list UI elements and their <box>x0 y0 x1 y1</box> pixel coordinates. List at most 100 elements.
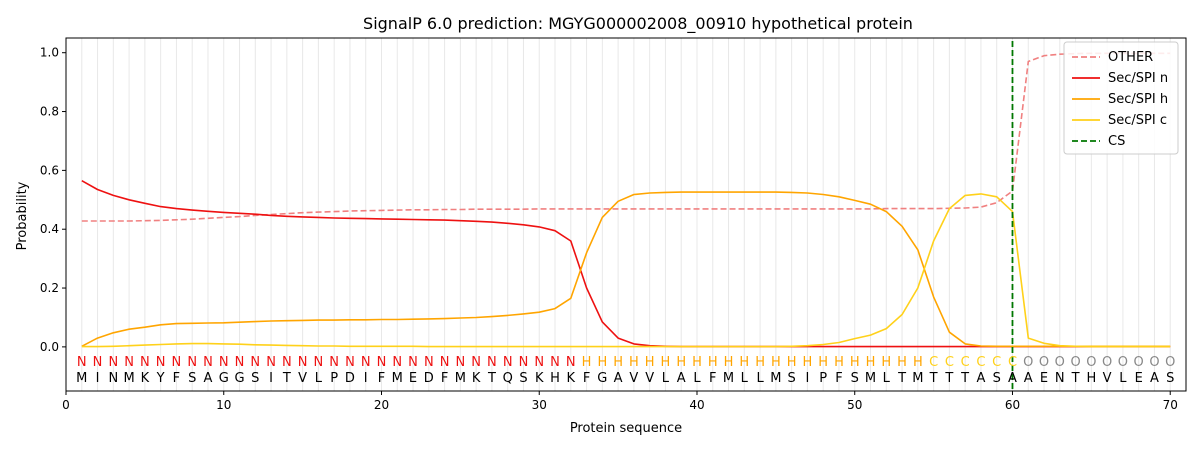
region-label: C <box>992 355 1001 370</box>
x-tick-label: 60 <box>1005 398 1020 412</box>
residue-label: F <box>173 371 180 386</box>
residue-label: T <box>487 371 496 386</box>
residue-label: T <box>897 371 906 386</box>
x-tick-label: 20 <box>374 398 389 412</box>
region-label: H <box>645 355 655 370</box>
residue-label: T <box>929 371 938 386</box>
residue-label: L <box>315 371 323 386</box>
region-label: N <box>329 355 339 370</box>
region-label: N <box>345 355 355 370</box>
region-label: H <box>850 355 860 370</box>
residue-label: M <box>455 371 466 386</box>
residue-label: I <box>96 371 100 386</box>
residue-label: H <box>1086 371 1096 386</box>
residue-label: K <box>535 371 544 386</box>
plot-frame <box>65 37 1187 392</box>
region-label: O <box>1118 355 1128 370</box>
residue-label: S <box>1166 371 1174 386</box>
residue-label: G <box>597 371 607 386</box>
residue-label: S <box>519 371 527 386</box>
residue-label: V <box>629 371 638 386</box>
region-label: H <box>834 355 844 370</box>
series-line-sec-spi-c <box>81 193 1171 348</box>
region-label: H <box>913 355 923 370</box>
residue-label: N <box>1055 371 1065 386</box>
residue-label: F <box>709 371 716 386</box>
region-label: N <box>156 355 166 370</box>
legend-label: OTHER <box>1108 50 1153 65</box>
region-label: N <box>519 355 529 370</box>
residue-label: M <box>770 371 781 386</box>
residue-label: F <box>378 371 385 386</box>
region-label: H <box>629 355 639 370</box>
residue-label: A <box>1024 371 1033 386</box>
legend: OTHER Sec/SPI n Sec/SPI h Sec/SPI c CS <box>1063 41 1179 155</box>
region-label: N <box>282 355 292 370</box>
region-label: C <box>961 355 970 370</box>
region-label: N <box>377 355 387 370</box>
axis-layer: 0 10 20 30 40 50 60 70 0.0 0.2 0.4 0.6 0.8 1.0 <box>40 46 1178 412</box>
residue-label: A <box>204 371 213 386</box>
residue-label: P <box>330 371 338 386</box>
residue-label: E <box>1135 371 1143 386</box>
chart-title: SignalP 6.0 prediction: MGYG000002008_00… <box>363 14 913 34</box>
legend-box <box>1063 41 1179 155</box>
residue-label: K <box>141 371 150 386</box>
sequence-layer: NMNINNNMNKNYNFNSNANGNGNSNINTNVNLNPNDNINF… <box>76 355 1175 386</box>
series-line-sec-spi-h <box>81 191 1171 348</box>
residue-label: L <box>756 371 764 386</box>
residue-label: M <box>76 371 87 386</box>
region-label: N <box>140 355 150 370</box>
residue-label: Y <box>156 371 165 386</box>
region-label: N <box>93 355 103 370</box>
y-tick-label: 0.2 <box>40 281 59 295</box>
region-label: N <box>314 355 324 370</box>
residue-label: P <box>819 371 827 386</box>
region-label: N <box>408 355 418 370</box>
region-label: O <box>1023 355 1033 370</box>
region-label: H <box>818 355 828 370</box>
region-label: N <box>440 355 450 370</box>
region-label: H <box>708 355 718 370</box>
y-tick-label: 0.4 <box>40 222 59 236</box>
residue-label: K <box>472 371 481 386</box>
residue-label: I <box>364 371 368 386</box>
legend-label: Sec/SPI c <box>1108 113 1167 128</box>
region-label: N <box>108 355 118 370</box>
residue-label: I <box>805 371 809 386</box>
residue-label: M <box>123 371 134 386</box>
region-label: N <box>219 355 229 370</box>
region-label: N <box>487 355 497 370</box>
residue-label: S <box>788 371 796 386</box>
residue-label: A <box>614 371 623 386</box>
residue-label: S <box>993 371 1001 386</box>
residue-label: G <box>219 371 229 386</box>
legend-label: Sec/SPI h <box>1108 92 1168 107</box>
residue-label: Q <box>503 371 513 386</box>
region-label: N <box>250 355 260 370</box>
residue-label: N <box>108 371 118 386</box>
y-axis-label: Probability <box>15 181 30 250</box>
region-label: C <box>976 355 985 370</box>
region-label: H <box>866 355 876 370</box>
region-label: O <box>1086 355 1096 370</box>
x-tick-label: 0 <box>62 398 70 412</box>
grid-layer <box>81 38 1171 391</box>
residue-label: V <box>645 371 654 386</box>
residue-label: V <box>298 371 307 386</box>
y-tick-label: 1.0 <box>40 46 59 60</box>
x-tick-label: 50 <box>847 398 862 412</box>
residue-label: L <box>883 371 891 386</box>
region-label: O <box>1149 355 1159 370</box>
region-label: H <box>739 355 749 370</box>
x-tick-label: 70 <box>1163 398 1178 412</box>
x-tick-label: 10 <box>216 398 231 412</box>
region-label: H <box>771 355 781 370</box>
residue-label: E <box>409 371 417 386</box>
residue-label: M <box>912 371 923 386</box>
region-label: N <box>266 355 276 370</box>
residue-label: A <box>1008 371 1017 386</box>
y-tick-label: 0.8 <box>40 105 59 119</box>
legend-label: Sec/SPI n <box>1108 71 1168 86</box>
